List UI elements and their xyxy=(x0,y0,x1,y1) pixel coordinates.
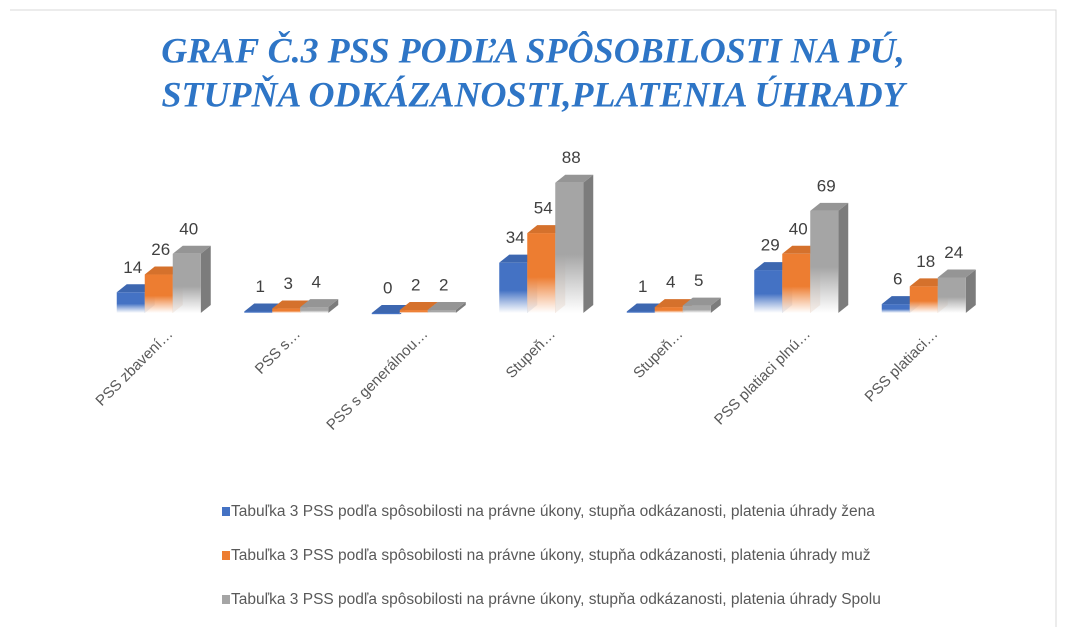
legend-swatch xyxy=(222,551,230,560)
bar-side xyxy=(328,299,339,313)
legend-label: Tabuľka 3 PSS podľa spôsobilosti na práv… xyxy=(231,591,881,608)
bar xyxy=(754,270,783,313)
value-label: 26 xyxy=(151,240,170,259)
bar-top xyxy=(810,202,849,211)
value-label: 4 xyxy=(312,273,321,292)
value-label: 2 xyxy=(439,276,448,295)
x-tick-label: Stupeň… xyxy=(503,326,559,382)
bar xyxy=(881,304,910,313)
x-tick-label: PSS platiaci plnú… xyxy=(711,326,814,429)
bar xyxy=(909,286,938,313)
legend-swatch xyxy=(222,507,230,516)
bar xyxy=(499,262,528,313)
value-label: 14 xyxy=(123,258,142,277)
bar-top xyxy=(427,302,466,311)
bar xyxy=(654,307,683,313)
value-label: 5 xyxy=(694,271,703,290)
value-label: 29 xyxy=(761,236,780,255)
bar xyxy=(782,253,811,313)
value-label: 2 xyxy=(411,276,420,295)
value-label: 1 xyxy=(256,277,265,296)
bar-top xyxy=(272,300,311,309)
bar-top xyxy=(300,299,339,308)
bar xyxy=(272,308,301,313)
value-label: 1 xyxy=(638,277,647,296)
bar-top xyxy=(682,297,721,306)
bar xyxy=(116,292,145,313)
value-label: 40 xyxy=(789,219,808,238)
x-tick-label: PSS zbavení… xyxy=(92,326,176,410)
chart-title: GRAF Č.3 PSS PODĽA SPÔSOBILOSTI NA PÚ, xyxy=(161,30,905,70)
bar xyxy=(937,277,966,313)
bar-top xyxy=(399,302,438,311)
value-label: 54 xyxy=(534,199,553,218)
bar xyxy=(682,305,711,313)
bar xyxy=(555,182,584,313)
bar-top xyxy=(937,269,976,278)
bar-side xyxy=(710,297,721,313)
value-label: 40 xyxy=(179,219,198,238)
x-tick-label: PSS s… xyxy=(252,326,304,378)
value-label: 3 xyxy=(284,274,293,293)
bar xyxy=(399,310,428,313)
bar xyxy=(626,311,655,314)
legend-label: Tabuľka 3 PSS podľa spôsobilosti na práv… xyxy=(231,547,871,564)
bar-side xyxy=(838,202,849,313)
bar xyxy=(527,233,556,313)
bar-side xyxy=(455,302,466,313)
bar-top xyxy=(172,245,211,254)
bar-top xyxy=(555,174,594,183)
legend-swatch xyxy=(222,595,230,604)
bar xyxy=(144,274,173,313)
bar xyxy=(300,307,329,313)
chart-border xyxy=(10,9,1057,627)
bar xyxy=(371,313,400,315)
bar xyxy=(810,210,839,313)
value-label: 24 xyxy=(944,243,963,262)
bar-top xyxy=(654,299,693,308)
bar-side xyxy=(583,174,594,313)
x-tick-label: PSS platiaci… xyxy=(862,326,942,406)
value-label: 88 xyxy=(562,148,581,167)
bar-side xyxy=(200,245,211,313)
bar xyxy=(427,310,456,313)
value-label: 18 xyxy=(916,252,935,271)
value-label: 0 xyxy=(383,278,392,297)
value-label: 6 xyxy=(893,270,902,289)
bar-side xyxy=(965,269,976,313)
bar xyxy=(244,311,273,314)
legend-label: Tabuľka 3 PSS podľa spôsobilosti na práv… xyxy=(231,503,875,520)
value-label: 69 xyxy=(817,176,836,195)
value-label: 34 xyxy=(506,228,525,247)
x-tick-label: PSS s generálnou… xyxy=(323,326,431,434)
chart-title: STUPŇA ODKÁZANOSTI,PLATENIA ÚHRADY xyxy=(161,74,907,114)
x-tick-label: Stupeň… xyxy=(630,326,686,382)
value-label: 4 xyxy=(666,273,675,292)
bar xyxy=(172,253,201,313)
